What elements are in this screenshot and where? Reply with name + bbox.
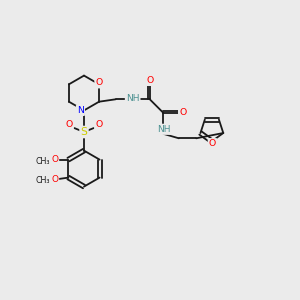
Text: N: N [77,106,84,115]
Text: O: O [51,155,58,164]
Text: O: O [146,76,153,85]
Text: CH₃: CH₃ [36,176,50,185]
Text: CH₃: CH₃ [36,157,50,166]
Text: O: O [95,78,103,87]
Text: O: O [179,108,186,117]
Text: S: S [81,127,87,137]
Text: O: O [209,139,216,148]
Text: NH: NH [126,94,140,103]
Text: NH: NH [157,125,171,134]
Text: O: O [65,120,73,129]
Text: O: O [51,175,58,184]
Text: O: O [95,120,103,129]
